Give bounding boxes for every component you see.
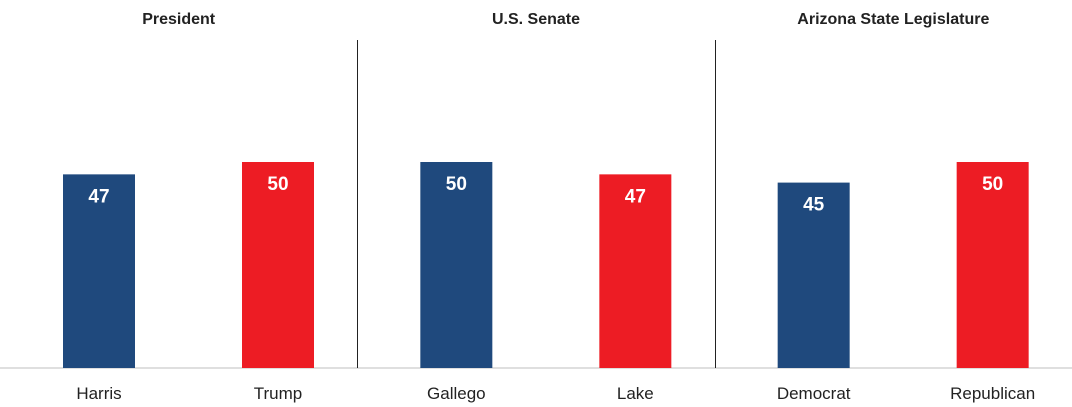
value-label-gallego: 50 — [446, 174, 467, 195]
panel-title-president: President — [142, 11, 216, 28]
value-label-trump: 50 — [267, 174, 288, 195]
bar-lake — [599, 174, 672, 368]
panel-title-us-senate: U.S. Senate — [492, 11, 580, 28]
value-label-republican: 50 — [982, 174, 1003, 195]
category-label-republican: Republican — [950, 384, 1035, 403]
bar-gallego — [420, 162, 493, 368]
category-label-harris: Harris — [76, 384, 121, 403]
bar-trump — [242, 162, 314, 368]
category-label-lake: Lake — [617, 384, 654, 403]
category-label-trump: Trump — [254, 384, 303, 403]
bar-harris — [63, 174, 135, 368]
value-label-democrat: 45 — [803, 195, 825, 216]
value-label-lake: 47 — [625, 186, 646, 207]
bar-democrat — [777, 182, 850, 368]
bar-republican — [956, 162, 1029, 368]
value-label-harris: 47 — [88, 186, 109, 207]
panel-title-arizona-state-legislature: Arizona State Legislature — [797, 11, 989, 28]
category-label-democrat: Democrat — [777, 384, 851, 403]
category-label-gallego: Gallego — [427, 384, 486, 403]
